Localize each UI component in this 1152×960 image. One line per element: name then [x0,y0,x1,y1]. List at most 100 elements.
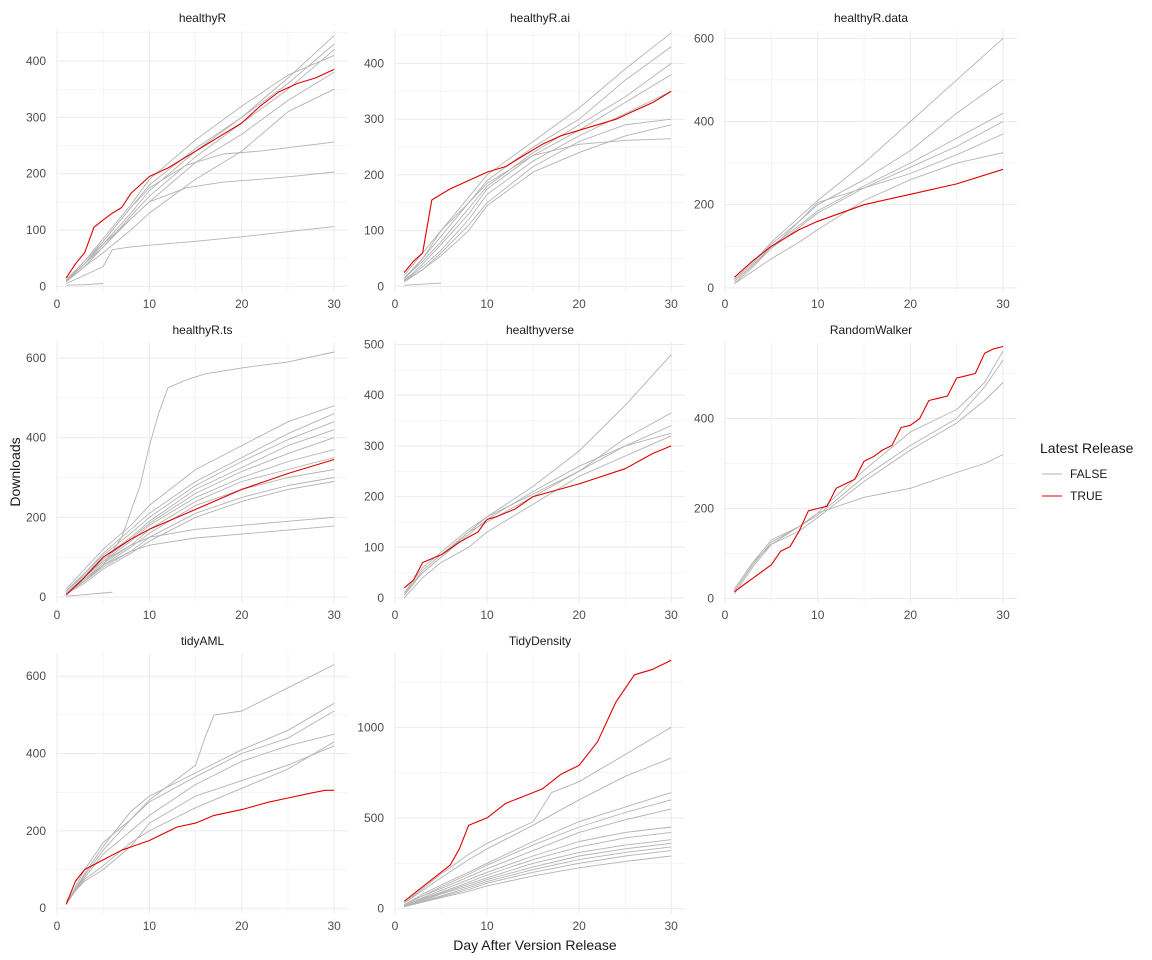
series-line-previous [404,839,672,908]
x-tick-label: 20 [904,608,918,622]
panel-title: tidyAML [181,634,225,648]
series-line-previous [403,757,672,904]
x-tick-label: 0 [54,297,61,311]
series-line-previous [65,702,335,905]
panel-title: TidyDensity [509,634,571,648]
y-tick-label: 100 [364,540,384,554]
y-tick-label: 400 [26,747,46,761]
series-line-previous [404,846,672,908]
series-line-previous [734,152,1004,285]
y-tick-label: 0 [39,590,46,604]
y-tick-label: 100 [364,224,384,238]
x-tick-label: 20 [904,297,918,311]
series-line-previous [65,421,335,592]
series-line-previous [65,516,335,594]
panel-title: RandomWalker [830,323,912,337]
series-line-previous [403,792,672,906]
series-line-previous [65,710,335,905]
x-tick-label: 20 [235,919,249,933]
panel-title: healthyR.data [834,11,908,25]
x-tick-label: 30 [996,608,1010,622]
series-line-previous [403,726,672,904]
series-line-previous [65,457,335,594]
series-line-previous [404,831,672,907]
y-tick-label: 0 [377,902,384,916]
y-axis-title: Downloads [7,437,23,506]
series-line-previous [403,46,672,279]
series-line-latest [65,789,335,905]
x-tick-label: 30 [327,608,341,622]
series-line-latest [65,458,335,596]
series-line-previous [733,350,1004,590]
series-line-previous [65,745,335,901]
x-tick-label: 20 [235,608,249,622]
y-tick-label: 1000 [357,720,384,734]
x-tick-label: 0 [722,297,729,311]
series-line-latest [733,168,1004,278]
series-line-previous [403,435,672,599]
series-line-previous [65,477,335,595]
y-tick-label: 200 [26,510,46,524]
series-line-previous [404,855,672,908]
y-tick-label: 400 [26,431,46,445]
series-line-latest [403,90,672,273]
series-line-previous [403,63,672,279]
x-tick-label: 20 [572,919,586,933]
series-line-previous [65,733,335,905]
panel-title: healthyR [179,11,227,25]
series-line-previous [66,226,335,284]
series-line-previous [65,43,335,282]
y-tick-label: 200 [26,167,46,181]
series-line-previous [733,454,1004,590]
x-tick-label: 20 [235,297,249,311]
y-tick-label: 200 [694,502,714,516]
y-tick-label: 400 [694,412,714,426]
x-tick-label: 30 [996,297,1010,311]
x-tick-label: 10 [480,608,494,622]
x-tick-label: 30 [665,297,679,311]
series-line-previous [65,405,335,590]
y-tick-label: 500 [364,338,384,352]
series-line-latest [733,345,1004,593]
series-line-previous [65,429,335,592]
series-line-previous [65,49,335,283]
series-line-previous [404,850,672,908]
y-tick-label: 400 [364,388,384,402]
y-tick-label: 0 [377,591,384,605]
y-tick-label: 0 [377,279,384,293]
legend-title: Latest Release [1040,440,1134,456]
panel-title: healthyverse [506,323,574,337]
series-line-previous [403,74,672,282]
x-tick-label: 10 [480,919,494,933]
x-tick-label: 0 [392,297,399,311]
y-tick-label: 300 [26,110,46,124]
x-tick-label: 10 [811,297,825,311]
series-line-previous [733,121,1004,282]
series-line-previous [404,826,672,907]
panel-tidyAML: 0 10 20 30 0 200 400 600 tidyAML [26,634,348,933]
y-tick-label: 500 [364,811,384,825]
y-tick-label: 400 [26,54,46,68]
series-line-previous [733,359,1004,593]
series-line-previous [404,808,672,906]
y-tick-label: 0 [39,901,46,915]
y-tick-label: 0 [39,279,46,293]
x-tick-label: 10 [143,919,157,933]
series-line-previous [65,171,335,282]
y-tick-label: 200 [26,824,46,838]
series-line-previous [65,54,335,280]
y-tick-label: 600 [26,351,46,365]
x-tick-label: 20 [572,297,586,311]
series-line-previous [65,413,335,592]
series-line-previous [403,118,672,282]
panel-title: healthyR.ai [510,11,570,25]
series-line-previous [403,432,672,594]
series-line-latest [65,68,335,279]
series-line-previous [404,799,672,906]
y-tick-label: 600 [26,669,46,683]
panel-title: healthyR.ts [172,323,232,337]
series-line-previous [65,469,335,594]
x-tick-label: 30 [665,608,679,622]
series-line-previous [65,449,335,594]
